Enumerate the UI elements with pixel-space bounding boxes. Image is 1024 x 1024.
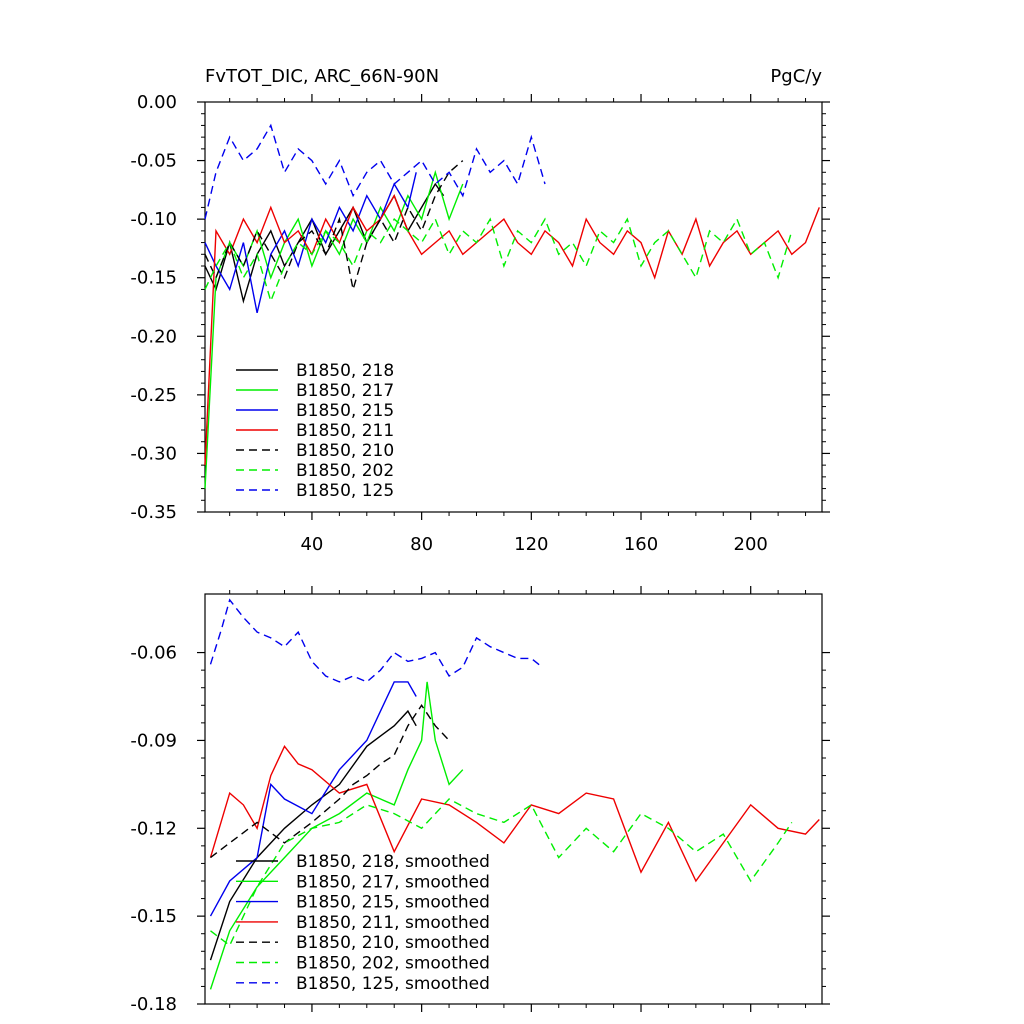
top-xtick-label: 40 xyxy=(300,534,323,555)
bottom-ytick-label: -0.09 xyxy=(130,730,177,751)
bottom-series-line-6 xyxy=(209,598,543,683)
top-legend-label-5: B1850, 202 xyxy=(296,461,394,481)
top-title: FvTOT_DIC, ARC_66N-90N xyxy=(205,66,439,87)
top-series-line-3 xyxy=(204,194,820,466)
top-series-line-4 xyxy=(204,160,464,290)
top-ytick-label: -0.05 xyxy=(130,151,177,172)
top-units: PgC/y xyxy=(770,66,822,87)
top-panel: FvTOT_DIC, ARC_66N-90N PgC/y 0.00 -0.05 -0… xyxy=(130,66,830,555)
top-legend-label-3: B1850, 211 xyxy=(296,421,394,441)
top-xtick-label: 160 xyxy=(624,534,658,555)
bottom-legend-label-6: B1850, 125, smoothed xyxy=(296,974,490,994)
top-series-line-0 xyxy=(204,182,445,304)
bottom-ytick-label: -0.12 xyxy=(130,818,177,839)
bottom-panel: -0.06 -0.09 -0.12 -0.15 -0.18 B1850, 218, smo… xyxy=(130,586,830,1015)
bottom-series-line-4 xyxy=(210,704,450,859)
top-legend-label-0: B1850, 218 xyxy=(296,361,394,381)
top-xtick-label: 80 xyxy=(410,534,433,555)
top-ytick-label: -0.15 xyxy=(130,268,177,289)
bottom-series-line-1 xyxy=(209,681,464,990)
top-ytick-label: -0.35 xyxy=(130,502,177,523)
bottom-ytick-label: -0.18 xyxy=(130,994,177,1015)
top-ytick-label: -0.30 xyxy=(130,443,177,464)
bottom-ytick-label: -0.15 xyxy=(130,906,177,927)
top-legend-label-6: B1850, 125 xyxy=(296,481,394,501)
top-series-line-6 xyxy=(204,123,546,220)
bottom-series-line-3 xyxy=(209,744,820,883)
bottom-series-line-0 xyxy=(209,709,417,961)
top-xtick-label: 120 xyxy=(514,534,548,555)
top-series-line-5 xyxy=(204,217,793,304)
bottom-legend-label-2: B1850, 215, smoothed xyxy=(296,893,490,913)
bottom-ytick-label: -0.06 xyxy=(130,643,177,664)
top-ytick-label: 0.00 xyxy=(137,92,177,113)
top-xtick-label: 200 xyxy=(734,534,768,555)
top-legend-label-2: B1850, 215 xyxy=(296,401,394,421)
bottom-legend-label-3: B1850, 211, smoothed xyxy=(296,913,490,933)
bottom-legend-label-5: B1850, 202, smoothed xyxy=(296,954,490,974)
bottom-legend-label-1: B1850, 217, smoothed xyxy=(296,872,490,892)
top-ytick-label: -0.25 xyxy=(130,385,177,406)
top-legend-label-1: B1850, 217 xyxy=(296,381,394,401)
bottom-series-line-5 xyxy=(210,798,793,947)
top-plot-frame xyxy=(204,101,823,513)
bottom-legend-label-0: B1850, 218, smoothed xyxy=(296,852,490,872)
bottom-legend-label-4: B1850, 210, smoothed xyxy=(296,933,490,953)
bottom-plot-frame xyxy=(204,593,823,1005)
top-ytick-label: -0.10 xyxy=(130,209,177,230)
top-series-line-2 xyxy=(204,172,417,314)
top-ytick-label: -0.20 xyxy=(130,326,177,347)
top-legend-label-4: B1850, 210 xyxy=(296,441,394,461)
